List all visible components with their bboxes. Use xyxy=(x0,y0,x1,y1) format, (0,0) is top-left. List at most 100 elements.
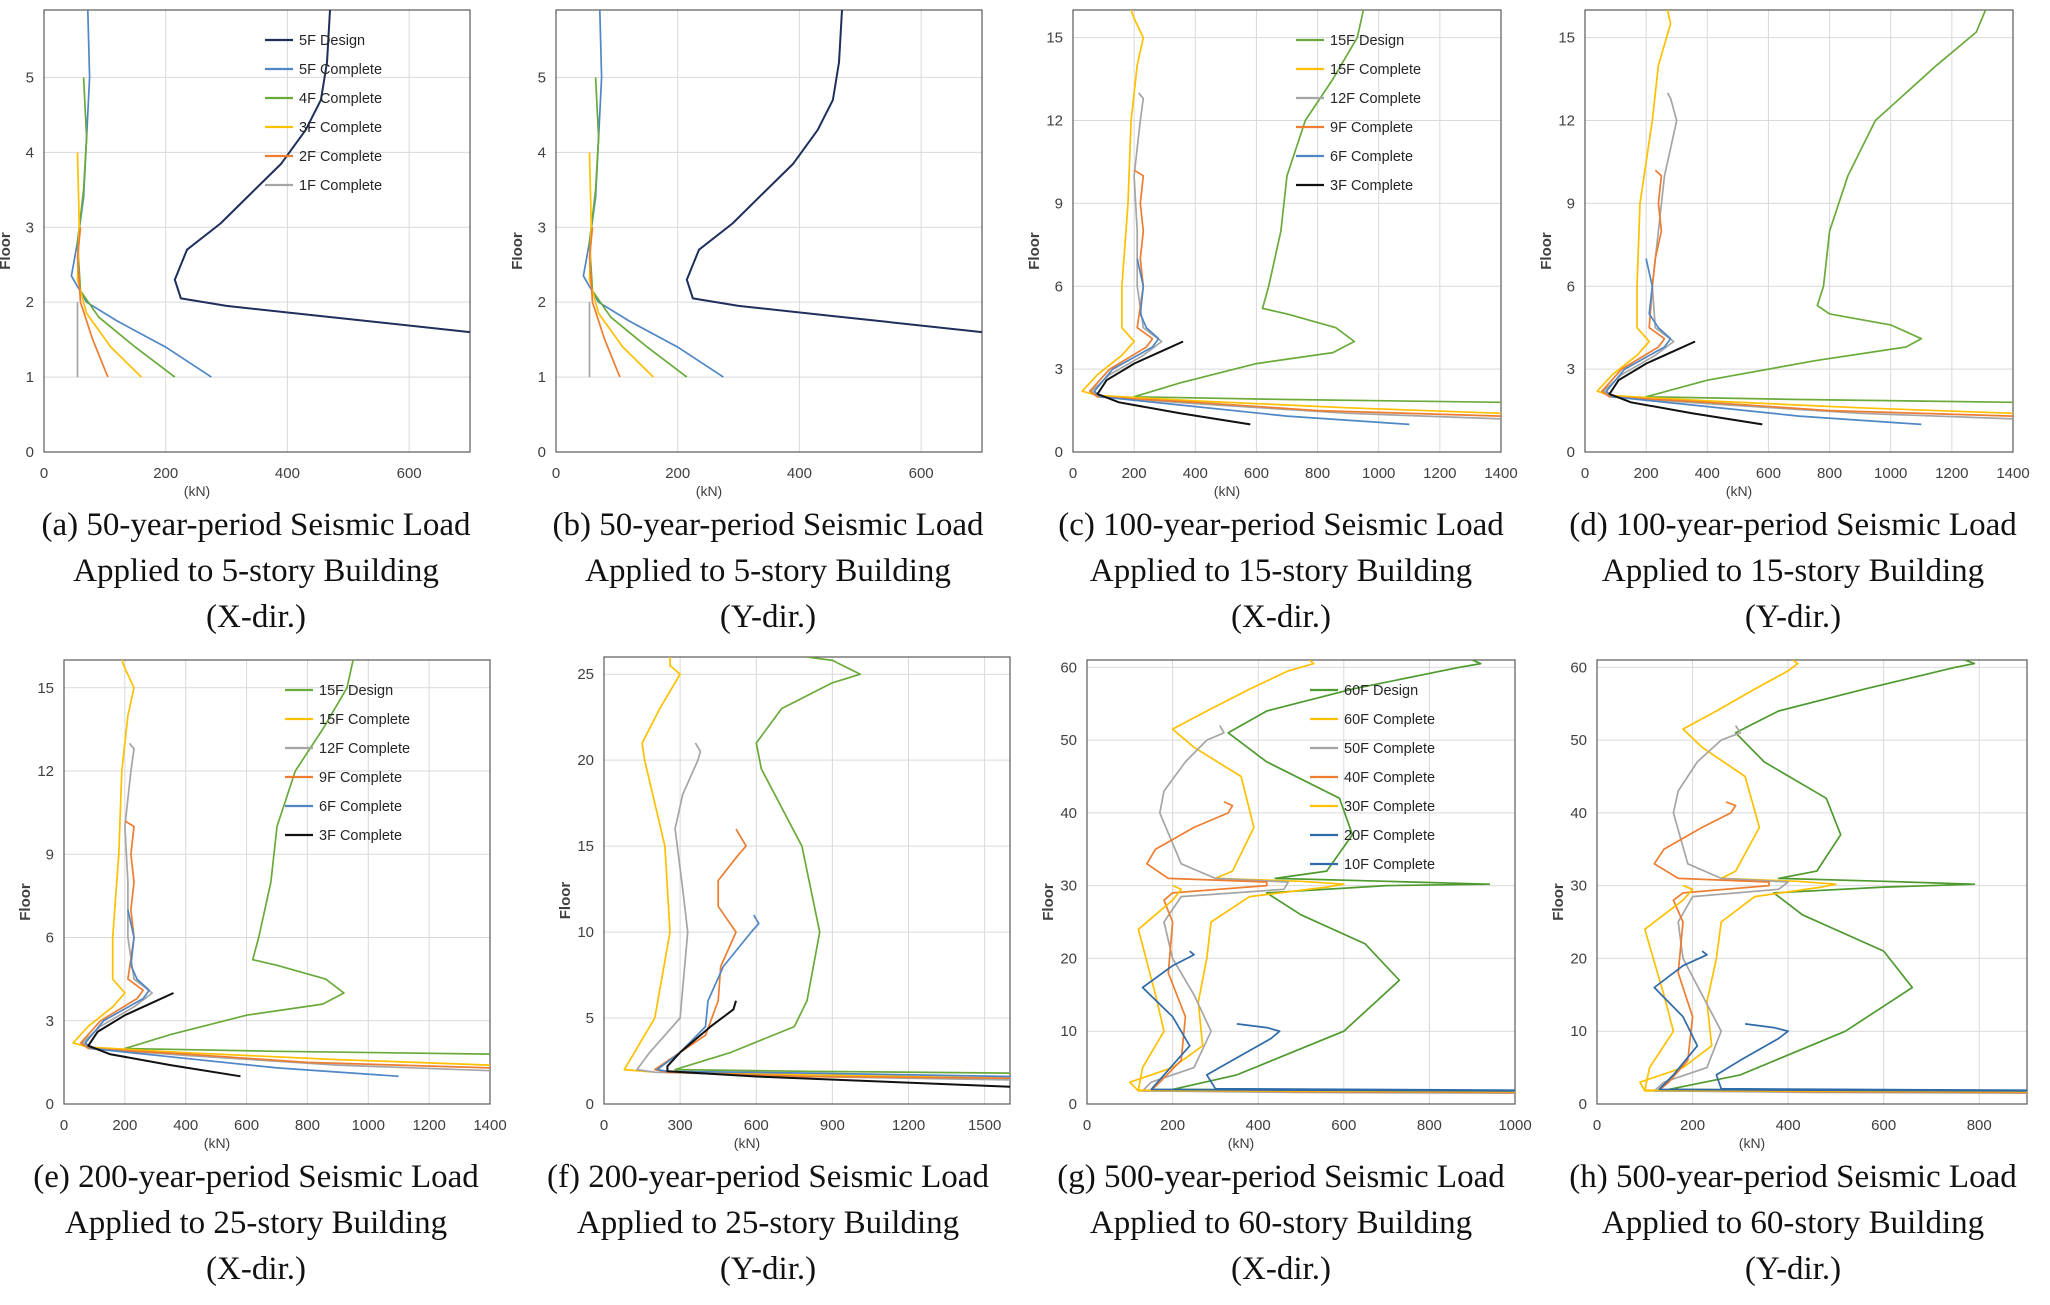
panel-caption: (d) 100-year-period Seismic Load Applied … xyxy=(1537,502,2049,640)
chart-panel-b: 0 200 400 600 0 1 2 3 4 5 (kN) Floor (b) 50-year-per… xyxy=(512,0,1024,652)
y-tick-label: 5 xyxy=(538,69,546,86)
series-line-3 xyxy=(636,742,1010,1081)
series-line-1 xyxy=(1667,660,2027,1092)
x-tick-label: 1400 xyxy=(1484,465,1517,482)
y-tick-label: 0 xyxy=(1055,444,1063,461)
y-tick-label: 0 xyxy=(1567,444,1575,461)
y-tick-label: 3 xyxy=(538,219,546,236)
chart-panel-a: 0 200 400 600 0 1 2 3 4 5 (kN) Floor 5F Design 5F Com… xyxy=(0,0,512,652)
y-tick-label: 0 xyxy=(1579,1096,1587,1113)
x-tick-label: 1000 xyxy=(1874,465,1907,482)
series-line-3 xyxy=(1090,92,1501,420)
x-tick-label: 0 xyxy=(600,1117,608,1134)
series-line-2 xyxy=(1081,10,1501,415)
series-line-4 xyxy=(1146,801,1515,1094)
x-tick-label: 200 xyxy=(665,465,690,482)
series-line-3 xyxy=(1141,725,1515,1094)
series-group xyxy=(1081,10,1501,426)
legend-entry: 12F Complete xyxy=(319,741,410,757)
y-tick-label: 40 xyxy=(1570,805,1587,822)
x-tick-label: 800 xyxy=(1417,1117,1442,1134)
chart-svg-a: 0 200 400 600 0 1 2 3 4 5 (kN) Floor 5F Design 5F Com… xyxy=(0,9,471,499)
caption-line: (f) 200-year-period Seismic Load xyxy=(547,1159,989,1195)
series-line-2 xyxy=(72,660,490,1066)
series-line-6 xyxy=(666,1000,1010,1088)
chart-svg-d: 0 200 400 600 800 1000 1200 1400 0 3 6 9 12 15 (kN) Flo… xyxy=(1538,9,2030,499)
chart-svg-h: 0 200 400 600 800 0 10 20 30 40 50 60 (kN) Floor xyxy=(1550,659,2028,1151)
x-tick-label: 1200 xyxy=(1423,465,1456,482)
y-axis-label: Floor xyxy=(1550,883,1567,921)
caption-line: (a) 50-year-period Seismic Load xyxy=(41,507,471,543)
x-tick-label: 0 xyxy=(1581,465,1589,482)
y-axis-label: Floor xyxy=(1026,232,1043,270)
x-tick-label: 200 xyxy=(1680,1117,1705,1134)
series-line-6 xyxy=(1608,340,1763,426)
legend-entry: 10F Complete xyxy=(1344,857,1435,873)
y-tick-label: 15 xyxy=(1046,30,1063,47)
legend-entry: 30F Complete xyxy=(1344,799,1435,815)
x-tick-label: 800 xyxy=(1817,465,1842,482)
caption-line: Applied to 15-story Building xyxy=(1089,553,1473,589)
y-axis-label: Floor xyxy=(1538,232,1555,270)
caption-line: (Y-dir.) xyxy=(1744,1251,1842,1287)
chart-svg-f: 0 300 600 900 1200 1500 0 5 10 15 20 25 (kN) Floor xyxy=(557,656,1011,1151)
series-group xyxy=(70,10,470,378)
series-line-5 xyxy=(1643,884,2027,1093)
caption-line: (e) 200-year-period Seismic Load xyxy=(33,1159,479,1195)
y-tick-label: 0 xyxy=(586,1096,594,1113)
y-tick-label: 30 xyxy=(1570,878,1587,895)
x-tick-label: 800 xyxy=(1305,465,1330,482)
chart-panel-d: 0 200 400 600 800 1000 1200 1400 0 3 6 9 12 15 (kN) Flo… xyxy=(1537,0,2049,652)
x-tick-label: 0 xyxy=(552,465,560,482)
legend-entry: 3F Complete xyxy=(1330,178,1413,194)
x-tick-label: 1500 xyxy=(968,1117,1001,1134)
x-tick-label: 600 xyxy=(909,465,934,482)
caption-line: (c) 100-year-period Seismic Load xyxy=(1058,507,1504,543)
legend-entry: 9F Complete xyxy=(1330,120,1413,136)
x-axis-label: (kN) xyxy=(1726,483,1752,499)
x-tick-label: 1000 xyxy=(1362,465,1395,482)
y-tick-label: 30 xyxy=(1060,878,1077,895)
y-tick-label: 4 xyxy=(538,144,546,161)
legend-entry: 20F Complete xyxy=(1344,828,1435,844)
series-group xyxy=(1639,660,2027,1094)
legend-entry: 5F Design xyxy=(299,33,365,49)
chart-panel-e: 0 200 400 600 800 1000 1200 1400 0 3 6 9 12 15 (kN) Flo… xyxy=(0,652,512,1304)
panel-caption: (e) 200-year-period Seismic Load Applied … xyxy=(0,1154,512,1292)
series-line-3 xyxy=(76,77,176,378)
x-tick-label: 400 xyxy=(1183,465,1208,482)
series-line-3 xyxy=(1602,92,2013,420)
x-tick-label: 900 xyxy=(820,1117,845,1134)
caption-line: Applied to 25-story Building xyxy=(64,1205,448,1241)
chart-svg-b: 0 200 400 600 0 1 2 3 4 5 (kN) Floor xyxy=(512,9,983,499)
chart-svg-g: 0 200 400 600 800 1000 0 10 20 30 40 50 60 (kN) Floor 6… xyxy=(1040,659,1532,1151)
series-line-5 xyxy=(84,909,399,1078)
x-tick-label: 600 xyxy=(397,465,422,482)
x-tick-label: 200 xyxy=(1122,465,1147,482)
series-line-2 xyxy=(582,10,724,378)
x-axis-label: (kN) xyxy=(1214,483,1240,499)
y-tick-label: 9 xyxy=(46,846,54,863)
series-group xyxy=(623,657,1010,1088)
y-tick-label: 40 xyxy=(1060,805,1077,822)
legend-entry: 3F Complete xyxy=(319,828,402,844)
series-line-2 xyxy=(70,10,212,378)
legend-entry: 15F Complete xyxy=(1330,62,1421,78)
caption-line: (X-dir.) xyxy=(1231,599,1331,635)
x-tick-label: 0 xyxy=(1069,465,1077,482)
series-line-4 xyxy=(1653,801,2027,1094)
y-tick-label: 12 xyxy=(1046,113,1063,130)
legend-entry: 15F Design xyxy=(319,683,393,699)
series-line-2 xyxy=(623,657,1010,1080)
series-line-5 xyxy=(76,227,109,378)
legend-entry: 4F Complete xyxy=(299,91,382,107)
x-tick-label: 1000 xyxy=(352,1117,385,1134)
series-line-1 xyxy=(674,657,1010,1074)
series-line-4 xyxy=(76,152,142,378)
x-axis-label: (kN) xyxy=(184,483,210,499)
y-tick-label: 20 xyxy=(1060,950,1077,967)
series-line-7 xyxy=(1715,1023,2027,1092)
chart-svg-e: 0 200 400 600 800 1000 1200 1400 0 3 6 9 12 15 (kN) Flo… xyxy=(17,659,507,1151)
x-tick-label: 1000 xyxy=(1498,1117,1531,1134)
